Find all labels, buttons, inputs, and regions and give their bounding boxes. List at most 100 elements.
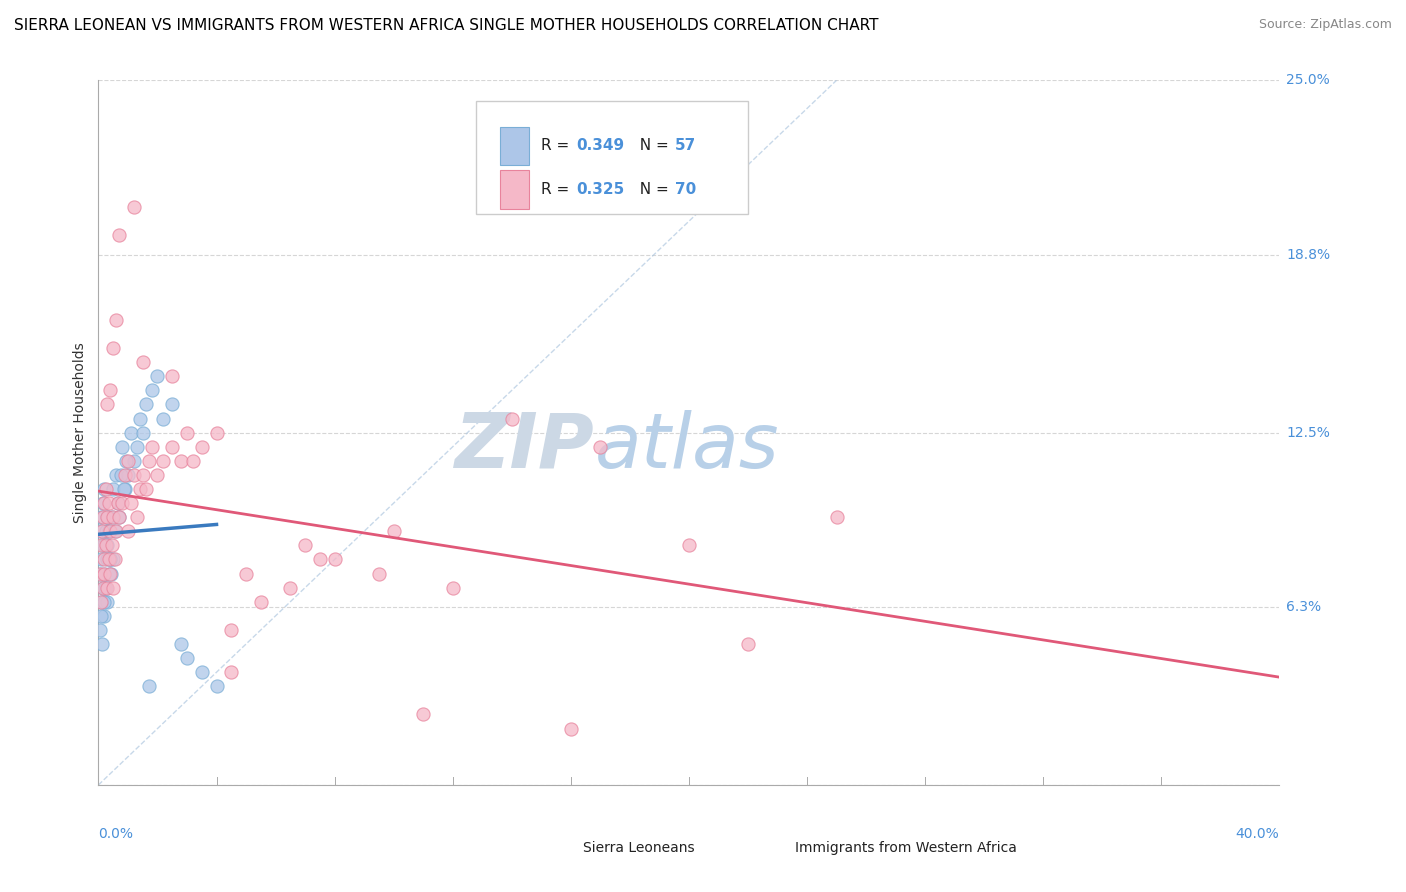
Point [93, 538, 115, 552]
Point [93, 566, 115, 581]
Point [97, 552, 120, 566]
Point [107, 496, 129, 510]
Point [103, 341, 125, 355]
Point [91, 524, 114, 539]
Point [97, 524, 120, 539]
Text: 18.8%: 18.8% [1286, 248, 1330, 262]
Point [117, 454, 139, 468]
FancyBboxPatch shape [477, 102, 748, 214]
Point [93, 482, 115, 496]
Point [120, 425, 142, 440]
Text: N =: N = [630, 182, 673, 197]
Point [678, 538, 700, 552]
Point [122, 467, 145, 482]
Point [132, 467, 155, 482]
Point [114, 467, 136, 482]
Point [91, 581, 114, 595]
Point [93, 566, 115, 581]
Point [221, 623, 243, 637]
Point [90, 595, 112, 609]
Point [103, 482, 125, 496]
Point [117, 524, 139, 539]
Point [94, 524, 117, 539]
Point [105, 467, 128, 482]
Point [205, 425, 228, 440]
Point [122, 454, 145, 468]
Text: atlas: atlas [595, 409, 779, 483]
Point [96, 595, 118, 609]
Point [120, 496, 142, 510]
Point [111, 496, 134, 510]
Point [89, 566, 111, 581]
Point [108, 510, 131, 524]
Point [132, 425, 155, 440]
Point [89, 623, 111, 637]
Point [90, 510, 112, 524]
Point [108, 228, 131, 243]
Text: 0.349: 0.349 [576, 138, 624, 153]
Point [90, 595, 112, 609]
Text: 12.5%: 12.5% [1286, 425, 1330, 440]
Point [100, 538, 122, 552]
Point [96, 510, 118, 524]
Point [94, 581, 117, 595]
Point [162, 369, 183, 384]
Text: 40.0%: 40.0% [1236, 827, 1279, 841]
Point [111, 440, 134, 454]
Point [412, 707, 434, 722]
Point [146, 467, 169, 482]
Point [152, 454, 174, 468]
Point [98, 552, 121, 566]
Point [90, 538, 112, 552]
FancyBboxPatch shape [501, 127, 530, 165]
Point [89, 524, 111, 539]
Point [94, 581, 117, 595]
Text: R =: R = [541, 138, 575, 153]
Point [589, 440, 612, 454]
Point [205, 679, 228, 693]
Text: R =: R = [541, 182, 575, 197]
Point [112, 482, 135, 496]
Point [122, 200, 145, 214]
Point [152, 411, 174, 425]
Point [117, 467, 139, 482]
Point [90, 552, 112, 566]
Point [97, 496, 120, 510]
Point [96, 538, 118, 552]
Point [94, 538, 117, 552]
Point [382, 524, 405, 539]
Point [294, 538, 316, 552]
Point [128, 411, 150, 425]
Point [235, 566, 257, 581]
Text: 25.0%: 25.0% [1286, 73, 1330, 87]
Point [250, 595, 273, 609]
Point [560, 722, 582, 736]
Point [737, 637, 759, 651]
Point [105, 524, 128, 539]
Point [105, 313, 128, 327]
Point [191, 665, 214, 680]
Point [146, 369, 169, 384]
Point [98, 566, 121, 581]
Point [97, 510, 120, 524]
Text: Sierra Leoneans: Sierra Leoneans [582, 841, 695, 855]
Point [141, 440, 163, 454]
Point [98, 524, 121, 539]
Point [96, 397, 118, 411]
Point [825, 510, 848, 524]
Point [441, 581, 464, 595]
Point [100, 510, 122, 524]
Point [104, 524, 127, 539]
Point [176, 425, 198, 440]
Text: 6.3%: 6.3% [1286, 600, 1322, 615]
Text: Source: ZipAtlas.com: Source: ZipAtlas.com [1258, 18, 1392, 31]
Point [323, 552, 346, 566]
Point [91, 538, 114, 552]
Text: 57: 57 [675, 138, 696, 153]
Point [176, 651, 198, 665]
Point [501, 411, 523, 425]
Point [97, 566, 120, 581]
Point [96, 581, 118, 595]
Point [90, 608, 112, 623]
Point [98, 552, 121, 566]
